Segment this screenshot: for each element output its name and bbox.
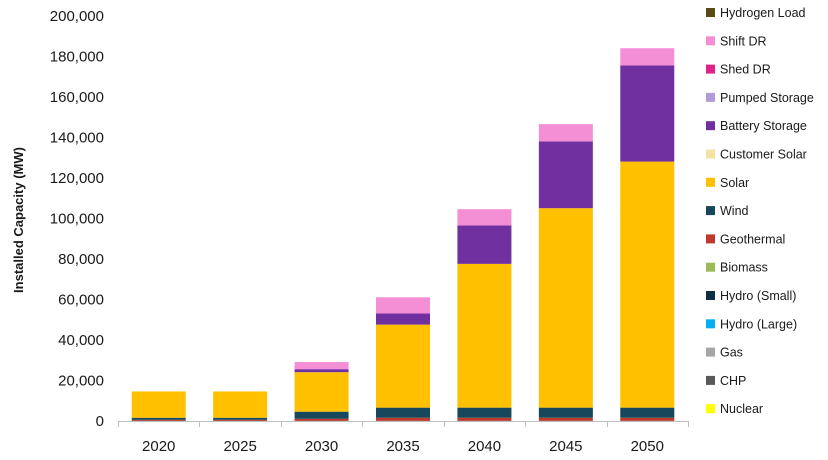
y-tick-label: 200,000 [50, 8, 104, 25]
bar-segment-solar-2040 [457, 263, 512, 408]
bar-segment-wind-2040 [457, 407, 512, 418]
legend: Hydrogen Load Shift DR Shed DR Pumped Stora… [706, 6, 814, 416]
y-tick-label: 60,000 [58, 292, 104, 309]
bar-segment-battery-storage-2045 [538, 141, 593, 209]
bar-segment-shift-dr-2040 [457, 209, 512, 226]
bar-segment-solar-2050 [620, 161, 675, 408]
bar-segment-geothermal-2025 [213, 419, 268, 421]
x-axis: 2020 2025 2030 2035 2040 2045 2050 [142, 438, 664, 455]
bar-segment-solar-2045 [538, 208, 593, 408]
legend-label: Gas [720, 346, 743, 360]
x-tick-label: 2035 [386, 438, 419, 455]
y-tick-label: 160,000 [50, 89, 104, 106]
legend-swatch [706, 347, 715, 357]
legend-swatch [706, 121, 715, 131]
y-tick-label: 100,000 [50, 211, 104, 228]
bar-segment-wind-2025 [213, 417, 268, 420]
legend-swatch [706, 291, 715, 300]
y-axis: 0 20,000 40,000 60,000 80,000 100,000 120,000 1… [50, 8, 104, 430]
legend-label: Pumped Storage [720, 91, 814, 105]
legend-label: Hydro (Large) [720, 317, 797, 331]
bar-segment-battery-storage-2030 [294, 369, 349, 373]
x-tick-label: 2025 [223, 438, 256, 455]
bar-segment-shift-dr-2035 [376, 297, 430, 314]
legend-swatch [706, 92, 715, 102]
legend-label: Solar [720, 176, 749, 190]
y-tick-label: 140,000 [50, 130, 104, 147]
axis-lines [118, 421, 689, 427]
bar-segment-battery-storage-2040 [457, 225, 512, 264]
legend-swatch [706, 262, 715, 272]
bar-segment-geothermal-2045 [538, 417, 593, 421]
legend-swatch [706, 177, 715, 187]
legend-label: Battery Storage [720, 119, 807, 133]
legend-label: Customer Solar [720, 148, 807, 162]
legend-swatch [706, 234, 715, 244]
legend-label: Biomass [720, 261, 768, 275]
legend-swatch [706, 319, 715, 329]
legend-label: Shift DR [720, 34, 767, 48]
legend-label: Geothermal [720, 232, 785, 246]
legend-label: Shed DR [720, 63, 771, 77]
bar-segment-wind-2035 [376, 407, 430, 418]
bar-segment-battery-storage-2050 [620, 65, 675, 162]
y-tick-label: 180,000 [50, 49, 104, 66]
plot-area [131, 48, 675, 422]
bar-segment-geothermal-2035 [376, 417, 430, 421]
legend-label: CHP [720, 374, 746, 388]
bar-segment-solar-2025 [213, 391, 268, 418]
bar-segment-shift-dr-2030 [294, 362, 349, 370]
bar-segment-battery-storage-2035 [376, 313, 430, 325]
legend-swatch [706, 36, 715, 46]
legend-label: Hydro (Small) [720, 289, 796, 303]
bar-segment-solar-2020 [131, 391, 186, 418]
legend-swatch [706, 404, 715, 414]
bar-segment-shift-dr-2050 [620, 48, 675, 66]
bar-segment-geothermal-2040 [457, 417, 512, 421]
bar-segment-wind-2030 [294, 411, 349, 419]
y-tick-label: 80,000 [58, 251, 104, 268]
x-tick-label: 2040 [468, 438, 501, 455]
x-tick-label: 2045 [549, 438, 582, 455]
legend-label: Nuclear [720, 402, 763, 416]
legend-swatch [706, 149, 715, 159]
bar-segment-wind-2020 [131, 417, 186, 420]
legend-label: Wind [720, 204, 749, 218]
bar-segment-geothermal-2030 [294, 418, 349, 421]
bar-segment-shift-dr-2045 [538, 124, 593, 142]
y-tick-label: 0 [96, 413, 104, 430]
x-tick-label: 2050 [631, 438, 664, 455]
bar-segment-wind-2050 [620, 407, 675, 418]
bar-segment-solar-2035 [376, 324, 430, 408]
y-tick-label: 40,000 [58, 332, 104, 349]
x-tick-label: 2020 [142, 438, 175, 455]
legend-swatch [706, 375, 715, 385]
legend-label: Hydrogen Load [720, 6, 806, 20]
bar-segment-solar-2030 [294, 372, 349, 412]
bar-segment-geothermal-2050 [620, 417, 675, 421]
x-tick-label: 2030 [305, 438, 338, 455]
y-tick-label: 120,000 [50, 170, 104, 187]
legend-swatch [706, 206, 715, 216]
y-tick-label: 20,000 [58, 373, 104, 390]
y-axis-title: Installed Capacity (MW) [11, 147, 26, 293]
legend-swatch [706, 64, 715, 74]
bar-segment-wind-2045 [538, 407, 593, 418]
legend-swatch [706, 8, 715, 17]
bar-segment-geothermal-2020 [131, 419, 186, 421]
